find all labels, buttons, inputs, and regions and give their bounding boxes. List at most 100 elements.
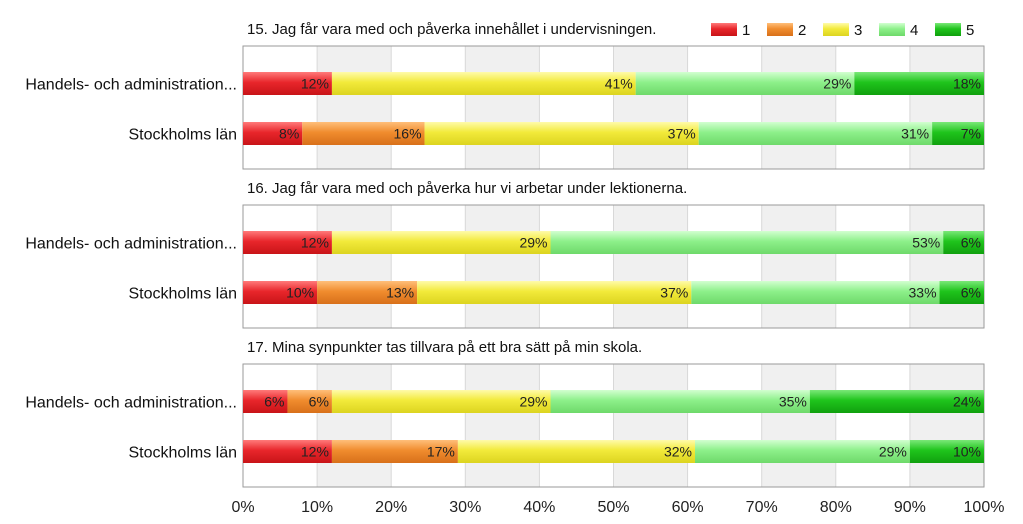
panel-title: 15. Jag får vara med och påverka innehål… <box>247 21 656 38</box>
bar-segment <box>243 281 318 304</box>
data-label: 10% <box>286 285 314 301</box>
x-tick-label: 20% <box>375 499 407 516</box>
x-tick-label: 60% <box>672 499 704 516</box>
grid-band <box>613 46 688 169</box>
data-label: 12% <box>301 76 329 92</box>
data-label: 29% <box>519 394 547 410</box>
grid-band <box>243 364 318 487</box>
data-label: 29% <box>823 76 851 92</box>
x-tick-label: 40% <box>523 499 555 516</box>
bar-segment <box>243 122 303 145</box>
x-tick-label: 50% <box>597 499 629 516</box>
grid-band <box>243 46 318 169</box>
data-label: 33% <box>909 285 937 301</box>
text-layer: 15. Jag får vara med och påverka innehål… <box>25 21 1004 516</box>
x-tick-label: 10% <box>301 499 333 516</box>
data-label: 31% <box>901 126 929 142</box>
grid-band <box>317 205 392 328</box>
grid-band <box>909 46 984 169</box>
data-label: 6% <box>961 285 981 301</box>
legend-swatch <box>879 23 905 36</box>
bar-segment <box>691 281 940 304</box>
bar-segment <box>695 440 910 463</box>
grid-band <box>835 205 910 328</box>
category-label: Stockholms län <box>129 286 238 303</box>
grid-band <box>391 205 466 328</box>
data-label: 35% <box>779 394 807 410</box>
grid-band <box>465 205 540 328</box>
data-label: 37% <box>668 126 696 142</box>
grid-band <box>465 46 540 169</box>
grid-band <box>835 364 910 487</box>
legend-label: 2 <box>798 22 806 39</box>
grid-band <box>613 364 688 487</box>
bar-segment <box>698 122 933 145</box>
bar-segment <box>635 72 855 95</box>
x-tick-label: 100% <box>964 499 1005 516</box>
data-label: 53% <box>912 235 940 251</box>
data-label: 6% <box>961 235 981 251</box>
bar-segment <box>331 390 551 413</box>
grid-band <box>687 46 762 169</box>
grid-band <box>539 205 614 328</box>
panel-frame <box>242 204 985 329</box>
data-label: 8% <box>279 126 299 142</box>
legend-swatch <box>767 23 793 36</box>
category-label: Handels- och administration... <box>25 395 237 412</box>
grid-band <box>909 205 984 328</box>
bar-segment <box>550 231 944 254</box>
grid-band <box>613 205 688 328</box>
grid-band <box>317 364 392 487</box>
grid-band <box>539 46 614 169</box>
data-label: 7% <box>961 126 981 142</box>
grid-band <box>687 205 762 328</box>
data-label: 17% <box>427 444 455 460</box>
data-label: 12% <box>301 444 329 460</box>
bar-segment <box>243 231 332 254</box>
bar-segment <box>457 440 696 463</box>
data-label: 37% <box>660 285 688 301</box>
legend-swatch <box>935 23 961 36</box>
bar-segment <box>287 390 332 413</box>
bar-segment <box>331 440 458 463</box>
grid-band <box>243 205 318 328</box>
grid-band <box>539 364 614 487</box>
panel-frame <box>242 45 985 170</box>
bar-segment <box>809 390 984 413</box>
panel-frame <box>242 363 985 488</box>
bar-segment <box>943 231 984 254</box>
bar-segment <box>243 390 288 413</box>
bar-segment <box>331 231 551 254</box>
category-label: Handels- och administration... <box>25 236 237 253</box>
bar-segment <box>302 122 425 145</box>
grid-band <box>465 364 540 487</box>
grid-bands <box>242 45 985 488</box>
x-tick-label: 0% <box>231 499 254 516</box>
legend-label: 5 <box>966 22 974 39</box>
category-label: Stockholms län <box>129 127 238 144</box>
data-label: 16% <box>394 126 422 142</box>
x-tick-label: 30% <box>449 499 481 516</box>
data-label: 6% <box>264 394 284 410</box>
bar-segment <box>243 440 332 463</box>
data-label: 32% <box>664 444 692 460</box>
data-label: 18% <box>953 76 981 92</box>
data-label: 13% <box>386 285 414 301</box>
category-label: Handels- och administration... <box>25 77 237 94</box>
grid-band <box>391 364 466 487</box>
grid-band <box>317 46 392 169</box>
grid-band <box>761 46 836 169</box>
legend-label: 4 <box>910 22 918 39</box>
bar-segment <box>550 390 810 413</box>
data-label: 24% <box>953 394 981 410</box>
legend-swatch <box>823 23 849 36</box>
bar-segment <box>854 72 984 95</box>
grid-band <box>909 364 984 487</box>
legend-label: 1 <box>742 22 750 39</box>
data-label: 6% <box>309 394 329 410</box>
grid-band <box>391 46 466 169</box>
bar-segment <box>331 72 636 95</box>
x-tick-label: 80% <box>820 499 852 516</box>
data-label: 10% <box>953 444 981 460</box>
